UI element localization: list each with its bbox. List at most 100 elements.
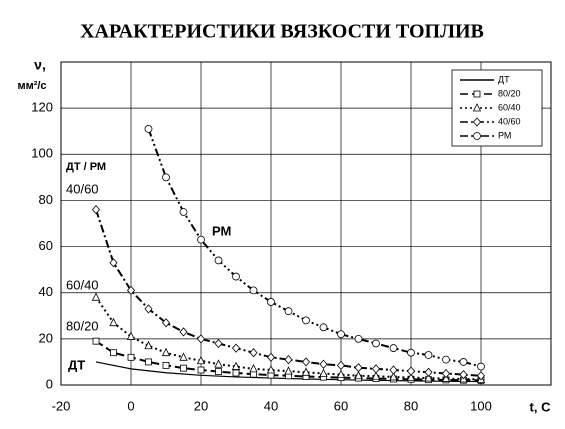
y-tick-label: 100 (31, 146, 53, 161)
marker (91, 205, 101, 215)
legend-label: РМ (498, 130, 511, 140)
y-tick-label: 0 (46, 376, 53, 391)
marker (196, 355, 206, 365)
marker (162, 361, 170, 369)
marker (249, 286, 258, 295)
marker (145, 358, 152, 366)
marker (459, 358, 468, 366)
y-tick-label: 60 (39, 238, 53, 253)
marker (284, 307, 293, 316)
marker (424, 351, 433, 359)
y-tick-label: 120 (31, 100, 53, 115)
annotation: ДТ (68, 357, 85, 372)
marker (442, 355, 450, 364)
marker (109, 258, 118, 268)
legend-marker (472, 117, 482, 127)
annotation: 60/40 (66, 277, 99, 292)
marker (371, 371, 381, 380)
marker (214, 359, 223, 368)
legend-marker (473, 90, 481, 98)
marker (232, 272, 240, 281)
marker (126, 285, 136, 296)
marker (180, 364, 187, 372)
y-axis-label: мм²/с (17, 80, 46, 92)
marker (477, 362, 485, 371)
marker (406, 372, 416, 382)
marker (249, 348, 258, 358)
marker (144, 304, 153, 314)
marker (231, 361, 241, 370)
marker (336, 360, 346, 370)
series-line (147, 128, 482, 368)
y-tick-label: 20 (39, 330, 53, 345)
annotation: ДТ / РМ (66, 161, 106, 173)
legend-marker (473, 132, 481, 140)
marker (407, 348, 415, 357)
marker (389, 372, 398, 381)
legend-label: ДТ (498, 74, 510, 84)
marker (232, 369, 240, 377)
marker (266, 365, 276, 374)
marker (197, 366, 205, 374)
plot-frame (60, 61, 552, 386)
marker (110, 349, 117, 357)
marker (179, 208, 188, 216)
marker (214, 338, 223, 349)
plot-area (91, 125, 486, 384)
marker (161, 347, 171, 357)
marker (92, 337, 100, 345)
annotation: РМ (212, 223, 231, 238)
x-tick-label: 20 (194, 398, 208, 413)
marker (406, 366, 416, 376)
marker (161, 318, 171, 328)
y-axis-label: ν, (34, 57, 46, 73)
x-tick-label: 80 (404, 398, 418, 413)
marker (372, 339, 380, 348)
marker (459, 370, 468, 380)
marker (266, 352, 276, 362)
annotation: 80/20 (66, 318, 99, 333)
x-tick-label: -20 (52, 398, 71, 413)
marker (319, 323, 328, 332)
y-tick-label: 80 (39, 192, 53, 207)
annotation: 40/60 (66, 181, 99, 196)
marker (337, 330, 345, 339)
legend-label: 60/40 (498, 102, 521, 112)
marker (249, 363, 258, 373)
marker (424, 367, 433, 377)
marker (302, 316, 310, 325)
marker (319, 359, 328, 369)
marker (196, 334, 206, 344)
marker (371, 364, 381, 374)
legend-label: 80/20 (498, 88, 521, 98)
legend-label: 40/60 (498, 116, 521, 126)
marker (336, 369, 346, 379)
marker (319, 368, 328, 377)
y-tick-label: 40 (39, 284, 53, 299)
marker (144, 125, 153, 133)
marker (231, 343, 241, 353)
marker (424, 373, 433, 382)
marker (354, 363, 363, 373)
marker (197, 235, 205, 244)
marker (109, 317, 118, 327)
marker (476, 371, 486, 381)
marker (162, 173, 170, 182)
marker (126, 331, 136, 340)
marker (354, 370, 363, 380)
marker (354, 334, 363, 343)
x-tick-label: 100 (470, 398, 492, 413)
x-tick-label: 0 (127, 398, 134, 413)
marker (441, 368, 451, 379)
marker (267, 298, 275, 306)
marker (284, 355, 293, 365)
marker (215, 368, 222, 376)
series-line (95, 209, 482, 377)
x-tick-label: 60 (334, 398, 348, 413)
marker (301, 357, 311, 367)
marker (389, 365, 398, 375)
legend-marker (472, 103, 482, 112)
marker (127, 353, 135, 361)
marker (179, 352, 188, 361)
